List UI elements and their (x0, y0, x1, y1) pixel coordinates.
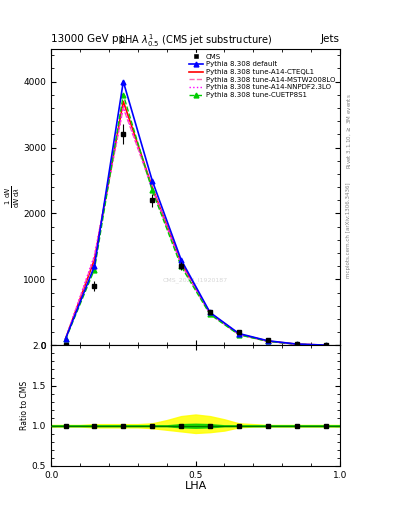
Pythia 8.308 tune-A14-MSTW2008LO (265, 338, 270, 344)
Pythia 8.308 default (323, 342, 328, 348)
Pythia 8.308 tune-CUETP8S1 (208, 311, 212, 317)
Line: Pythia 8.308 tune-A14-NNPDF2.3LO: Pythia 8.308 tune-A14-NNPDF2.3LO (66, 106, 325, 345)
Text: CMS_2022_I1920187: CMS_2022_I1920187 (163, 277, 228, 283)
Pythia 8.308 tune-A14-NNPDF2.3LO (92, 252, 97, 259)
Pythia 8.308 default (150, 178, 154, 184)
Pythia 8.308 tune-CUETP8S1 (92, 266, 97, 272)
Pythia 8.308 tune-A14-MSTW2008LO (179, 261, 184, 267)
Pythia 8.308 tune-A14-CTEQL1 (179, 260, 184, 266)
Pythia 8.308 default (265, 338, 270, 344)
Pythia 8.308 tune-A14-MSTW2008LO (294, 341, 299, 347)
Pythia 8.308 tune-A14-CTEQL1 (63, 336, 68, 342)
Pythia 8.308 tune-A14-MSTW2008LO (323, 342, 328, 348)
Title: LHA $\lambda^{1}_{0.5}$ (CMS jet substructure): LHA $\lambda^{1}_{0.5}$ (CMS jet substru… (119, 32, 272, 49)
Pythia 8.308 tune-CUETP8S1 (63, 336, 68, 343)
Pythia 8.308 tune-A14-CTEQL1 (237, 331, 241, 337)
Pythia 8.308 tune-A14-NNPDF2.3LO (121, 103, 126, 110)
Text: 13000 GeV pp: 13000 GeV pp (51, 33, 125, 44)
Pythia 8.308 tune-A14-MSTW2008LO (150, 185, 154, 191)
Pythia 8.308 tune-A14-CTEQL1 (121, 98, 126, 104)
Text: mcplots.cern.ch [arXiv:1306.3436]: mcplots.cern.ch [arXiv:1306.3436] (346, 182, 351, 278)
Pythia 8.308 tune-CUETP8S1 (294, 341, 299, 347)
Pythia 8.308 tune-A14-NNPDF2.3LO (323, 342, 328, 348)
Pythia 8.308 tune-CUETP8S1 (323, 342, 328, 348)
X-axis label: LHA: LHA (184, 481, 207, 491)
Pythia 8.308 tune-A14-NNPDF2.3LO (63, 336, 68, 342)
Pythia 8.308 tune-A14-NNPDF2.3LO (208, 310, 212, 316)
Y-axis label: Ratio to CMS: Ratio to CMS (20, 381, 29, 430)
Pythia 8.308 tune-A14-NNPDF2.3LO (294, 341, 299, 347)
Text: Jets: Jets (321, 33, 340, 44)
Pythia 8.308 tune-CUETP8S1 (150, 187, 154, 194)
Pythia 8.308 tune-CUETP8S1 (237, 332, 241, 338)
Pythia 8.308 tune-A14-MSTW2008LO (237, 331, 241, 337)
Line: Pythia 8.308 tune-A14-CTEQL1: Pythia 8.308 tune-A14-CTEQL1 (66, 101, 325, 345)
Pythia 8.308 tune-A14-NNPDF2.3LO (265, 338, 270, 344)
Line: Pythia 8.308 default: Pythia 8.308 default (63, 79, 328, 348)
Pythia 8.308 tune-A14-CTEQL1 (92, 257, 97, 263)
Pythia 8.308 tune-CUETP8S1 (179, 263, 184, 269)
Pythia 8.308 default (179, 257, 184, 263)
Pythia 8.308 tune-CUETP8S1 (121, 92, 126, 98)
Pythia 8.308 default (208, 309, 212, 315)
Pythia 8.308 tune-A14-MSTW2008LO (63, 336, 68, 342)
Y-axis label: $\frac{1}{\mathrm{d}N}\frac{\mathrm{d}N}{\mathrm{d}\lambda}$: $\frac{1}{\mathrm{d}N}\frac{\mathrm{d}N}… (4, 186, 22, 208)
Pythia 8.308 tune-A14-MSTW2008LO (208, 311, 212, 317)
Pythia 8.308 tune-A14-CTEQL1 (323, 342, 328, 348)
Pythia 8.308 tune-A14-NNPDF2.3LO (237, 331, 241, 337)
Pythia 8.308 tune-A14-MSTW2008LO (92, 253, 97, 260)
Pythia 8.308 tune-A14-NNPDF2.3LO (150, 185, 154, 191)
Pythia 8.308 tune-CUETP8S1 (265, 338, 270, 345)
Line: Pythia 8.308 tune-A14-MSTW2008LO: Pythia 8.308 tune-A14-MSTW2008LO (66, 108, 325, 345)
Pythia 8.308 default (92, 263, 97, 269)
Pythia 8.308 default (121, 78, 126, 84)
Pythia 8.308 tune-A14-CTEQL1 (294, 341, 299, 347)
Legend: CMS, Pythia 8.308 default, Pythia 8.308 tune-A14-CTEQL1, Pythia 8.308 tune-A14-M: CMS, Pythia 8.308 default, Pythia 8.308 … (187, 52, 336, 99)
Pythia 8.308 default (294, 341, 299, 347)
Line: Pythia 8.308 tune-CUETP8S1: Pythia 8.308 tune-CUETP8S1 (63, 92, 328, 348)
Pythia 8.308 tune-A14-CTEQL1 (265, 338, 270, 344)
Pythia 8.308 tune-A14-MSTW2008LO (121, 105, 126, 111)
Pythia 8.308 default (63, 336, 68, 342)
Text: Rivet 3.1.10, $\geq$ 3M events: Rivet 3.1.10, $\geq$ 3M events (346, 93, 353, 169)
Pythia 8.308 default (237, 330, 241, 336)
Pythia 8.308 tune-A14-NNPDF2.3LO (179, 261, 184, 267)
Pythia 8.308 tune-A14-CTEQL1 (150, 184, 154, 190)
Pythia 8.308 tune-A14-CTEQL1 (208, 310, 212, 316)
